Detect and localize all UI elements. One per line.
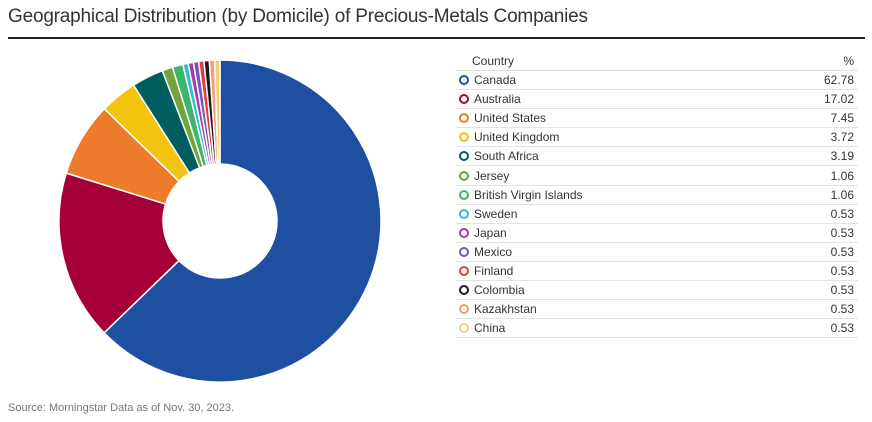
legend-row: Jersey 1.06 bbox=[456, 166, 858, 186]
legend-marker-icon bbox=[459, 189, 469, 200]
legend-marker-icon bbox=[459, 132, 469, 143]
legend-country-label: Canada bbox=[474, 73, 517, 88]
legend-entry: Japan bbox=[456, 224, 507, 242]
legend-country-label: Colombia bbox=[474, 283, 525, 298]
legend-entry: South Africa bbox=[456, 147, 539, 165]
legend-country-label: South Africa bbox=[474, 149, 539, 164]
legend-entry: Sweden bbox=[456, 205, 517, 223]
legend-country-label: Mexico bbox=[474, 244, 513, 259]
legend-percent-value: 0.53 bbox=[830, 283, 854, 298]
legend-rows: Canada 62.78 Australia 17.02 United States 7.… bbox=[456, 71, 858, 339]
legend-entry: United Kingdom bbox=[456, 128, 559, 146]
legend-entry: British Virgin Islands bbox=[456, 186, 583, 204]
legend-country-label: Finland bbox=[474, 263, 514, 278]
legend-marker-icon bbox=[459, 285, 469, 296]
legend-marker-icon bbox=[459, 227, 469, 238]
legend-row: China 0.53 bbox=[456, 319, 858, 339]
legend-marker-icon bbox=[459, 170, 469, 181]
legend-row: Mexico 0.53 bbox=[456, 243, 858, 262]
legend-entry: Kazakhstan bbox=[456, 300, 537, 318]
legend-percent-value: 1.06 bbox=[830, 187, 854, 202]
donut-slice-china bbox=[213, 59, 221, 165]
legend-entry: Mexico bbox=[456, 243, 512, 261]
title-divider bbox=[8, 37, 865, 39]
legend-percent-value: 0.53 bbox=[830, 263, 854, 278]
legend-marker-icon bbox=[459, 246, 469, 257]
legend-country-label: Jersey bbox=[474, 168, 510, 183]
donut-slice-australia bbox=[58, 172, 181, 334]
legend-entry: Colombia bbox=[456, 281, 525, 299]
legend-row: Kazakhstan 0.53 bbox=[456, 300, 858, 320]
legend-marker-icon bbox=[459, 304, 469, 315]
legend-entry: China bbox=[456, 319, 505, 337]
legend-row: South Africa 3.19 bbox=[456, 147, 858, 167]
legend-row: Sweden 0.53 bbox=[456, 205, 858, 224]
legend-row: Australia 17.02 bbox=[456, 90, 858, 110]
legend-header: Country % bbox=[456, 52, 858, 71]
legend-marker-icon bbox=[459, 113, 469, 124]
legend-country-label: China bbox=[474, 321, 506, 336]
legend-row: Colombia 0.53 bbox=[456, 281, 858, 301]
legend-country-label: Australia bbox=[474, 92, 521, 107]
source-note: Source: Morningstar Data as of Nov. 30, … bbox=[8, 402, 235, 414]
legend-header-country: Country bbox=[472, 54, 515, 68]
legend-marker-icon bbox=[459, 323, 469, 334]
legend-percent-value: 0.53 bbox=[830, 244, 854, 259]
donut-chart bbox=[58, 59, 382, 383]
legend-percent-value: 17.02 bbox=[823, 92, 854, 107]
legend-percent-value: 7.45 bbox=[830, 111, 854, 126]
legend-percent-value: 0.53 bbox=[830, 225, 854, 240]
legend-marker-icon bbox=[459, 208, 469, 219]
legend-percent-value: 0.53 bbox=[830, 302, 854, 317]
legend-row: British Virgin Islands 1.06 bbox=[456, 186, 858, 205]
legend-country-label: Kazakhstan bbox=[474, 302, 537, 317]
legend-row: United Kingdom 3.72 bbox=[456, 128, 858, 148]
legend-header-percent: % bbox=[843, 54, 854, 68]
legend-country-label: Sweden bbox=[474, 206, 518, 221]
legend-country-label: British Virgin Islands bbox=[474, 187, 583, 202]
legend-country-label: United States bbox=[474, 111, 547, 126]
legend-marker-icon bbox=[459, 151, 469, 162]
legend-marker-icon bbox=[459, 75, 469, 86]
legend-entry: Jersey bbox=[456, 167, 509, 185]
legend-row: Japan 0.53 bbox=[456, 224, 858, 243]
legend-row: Canada 62.78 bbox=[456, 71, 858, 91]
legend-entry: Australia bbox=[456, 90, 521, 108]
legend-percent-value: 3.19 bbox=[830, 149, 854, 164]
legend-marker-icon bbox=[459, 94, 469, 105]
legend-entry: United States bbox=[456, 109, 546, 127]
legend-entry: Finland bbox=[456, 262, 513, 280]
legend-row: Finland 0.53 bbox=[456, 262, 858, 282]
chart-title: Geographical Distribution (by Domicile) … bbox=[8, 6, 588, 27]
legend-entry: Canada bbox=[456, 71, 516, 89]
legend-country-label: United Kingdom bbox=[474, 130, 560, 145]
legend-percent-value: 0.53 bbox=[830, 321, 854, 336]
legend-percent-value: 3.72 bbox=[830, 130, 854, 145]
legend-marker-icon bbox=[459, 265, 469, 276]
legend-percent-value: 0.53 bbox=[830, 206, 854, 221]
legend-percent-value: 62.78 bbox=[823, 73, 854, 88]
legend-table: Country % Canada 62.78 Australia 17.02 Unite… bbox=[456, 52, 858, 339]
donut-slice-canada bbox=[103, 59, 382, 383]
legend-country-label: Japan bbox=[474, 225, 507, 240]
legend-percent-value: 1.06 bbox=[830, 168, 854, 183]
legend-row: United States 7.45 bbox=[456, 109, 858, 129]
